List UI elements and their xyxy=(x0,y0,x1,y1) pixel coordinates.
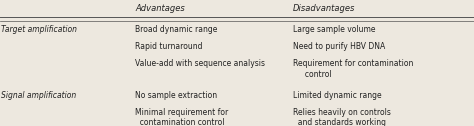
Text: No sample extraction: No sample extraction xyxy=(135,91,217,100)
Text: Relies heavily on controls
  and standards working: Relies heavily on controls and standards… xyxy=(293,108,391,126)
Text: Signal amplification: Signal amplification xyxy=(1,91,76,100)
Text: Large sample volume: Large sample volume xyxy=(293,25,375,34)
Text: Need to purify HBV DNA: Need to purify HBV DNA xyxy=(293,42,385,51)
Text: Limited dynamic range: Limited dynamic range xyxy=(293,91,382,100)
Text: Target amplification: Target amplification xyxy=(1,25,77,34)
Text: Disadvantages: Disadvantages xyxy=(293,4,356,13)
Text: Rapid turnaround: Rapid turnaround xyxy=(135,42,202,51)
Text: Broad dynamic range: Broad dynamic range xyxy=(135,25,218,34)
Text: Advantages: Advantages xyxy=(135,4,185,13)
Text: Minimal requirement for
  contamination control: Minimal requirement for contamination co… xyxy=(135,108,228,126)
Text: Value-add with sequence analysis: Value-add with sequence analysis xyxy=(135,59,265,68)
Text: Requirement for contamination
     control: Requirement for contamination control xyxy=(293,59,413,79)
